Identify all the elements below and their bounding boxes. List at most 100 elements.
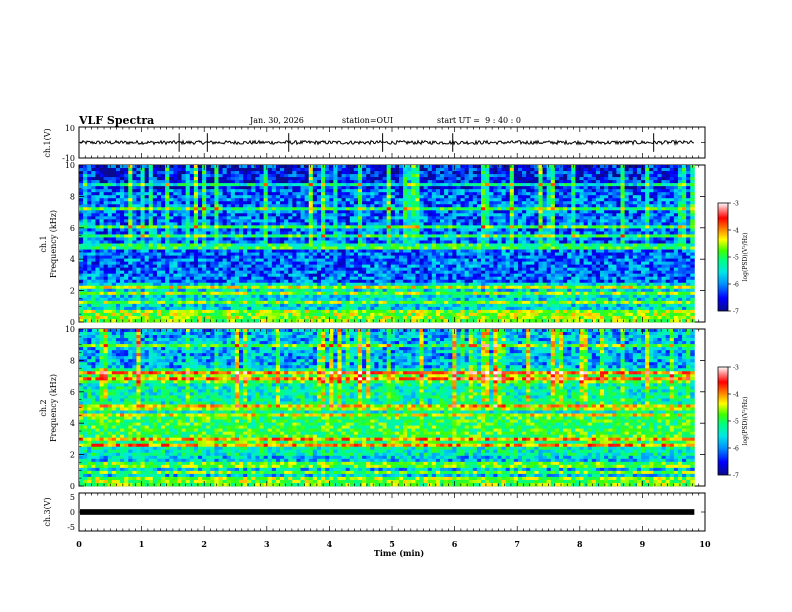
spectrogram-cell [501,237,507,241]
spectrogram-cell [370,222,375,226]
spectrogram-cell [595,237,601,241]
spectrogram-cell [386,249,392,253]
spectrogram-cell [468,204,474,208]
spectrogram-cell [238,234,244,238]
spectrogram-cell [497,198,502,202]
spectrogram-cell [530,243,535,247]
spectrogram-cell [140,207,146,211]
spectrogram-cell [444,201,449,205]
spectrogram-cell [653,219,658,223]
spectrogram-cell [554,213,560,217]
spectrogram-cell [513,234,519,238]
spectrogram-cell [612,171,617,175]
spectrogram-cell [600,216,605,220]
spectrogram-cell [206,192,211,196]
spectrogram-cell [210,243,215,247]
spectrogram-cell [247,198,252,202]
spectrogram-cell [349,252,355,256]
spectrogram-cell [645,180,650,184]
spectrogram-cell [616,183,621,187]
spectrogram-cell [542,168,548,172]
spectrogram-cell [690,168,695,172]
spectrogram-cell [366,165,371,169]
spectrogram-cell [230,234,236,238]
spectrogram-cell [669,165,675,169]
spectrogram-cell [115,228,121,232]
spectrogram-cell [485,192,490,196]
spectrogram-cell [411,249,416,253]
spectrogram-cell [316,228,322,232]
spectrogram-cell [493,195,498,199]
spectrogram-cell [493,171,498,175]
spectrogram-cell [271,219,277,223]
spectrogram-cell [226,189,232,193]
spectrogram-cell [390,243,396,247]
spectrogram-cell [161,210,166,214]
spectrogram-cell [641,222,646,226]
spectrogram-cell [120,180,125,184]
spectrogram-cell [341,255,347,259]
spectrogram-cell [95,237,100,241]
spectrogram-cell [501,183,507,187]
spectrogram-cell [460,249,466,253]
spectrogram-cell [476,165,482,169]
spectrogram-cell [468,225,474,229]
spectrogram-cell [382,207,388,211]
spectrogram-cell [649,243,654,247]
spectrogram-cell [140,168,146,172]
spectrogram-cell [156,180,162,184]
spectrogram-cell [288,222,293,226]
spectrogram-cell [300,174,306,178]
spectrogram-cell [398,225,404,229]
spectrogram-cell [263,168,269,172]
spectrogram-cell [304,168,310,172]
spectrogram-cell [558,252,564,256]
spectrogram-cell [152,258,158,263]
spectrogram-cell [197,186,203,190]
spectrogram-cell [107,219,113,223]
spectrogram-cell [444,240,449,244]
spectrogram-cell [197,216,203,220]
spectrogram-cell [132,231,137,235]
spectrogram-cell [497,213,502,217]
spectrogram-cell [542,249,548,253]
spectrogram-cell [161,171,166,175]
spectrogram-cell [259,216,265,220]
spectrogram-cell [193,237,199,241]
spectrogram-cell [476,195,482,199]
spectrogram-cell [325,183,330,187]
spectrogram-cell [505,216,511,220]
spectrogram-cell [587,186,593,190]
spectrogram-cell [649,168,654,172]
spectrogram-cell [501,171,507,175]
spectrogram-cell [526,216,531,220]
spectrogram-cell [128,246,133,250]
spectrogram-cell [95,171,100,175]
spectrogram-cell [95,168,100,172]
spectrogram-cell [493,234,498,238]
spectrogram-cell [579,174,584,178]
spectrogram-cell [128,165,133,169]
spectrogram-cell [189,231,195,235]
spectrogram-cell [280,222,285,226]
spectrogram-cell [136,207,141,211]
spectrogram-cell [587,195,593,199]
spectrogram-cell [255,234,260,238]
spectrogram-cell [554,252,560,256]
spectrogram-cell [144,255,150,259]
spectrogram-cell [165,177,170,181]
spectrogram-cell [111,201,117,205]
spectrogram-cell [394,234,400,238]
spectrogram-cell [193,204,199,208]
spectrogram-cell [497,234,502,238]
spectrogram-cell [218,228,223,232]
spectrogram-cell [312,198,318,202]
spectrogram-cell [197,228,203,232]
spectrogram-cell [259,213,265,217]
spectrogram-cell [563,228,568,232]
spectrogram-cell [624,249,630,253]
spectrogram-cell [448,225,453,229]
spectrogram-cell [95,246,100,250]
spectrogram-cell [321,195,326,199]
spectrogram-cell [243,174,248,178]
